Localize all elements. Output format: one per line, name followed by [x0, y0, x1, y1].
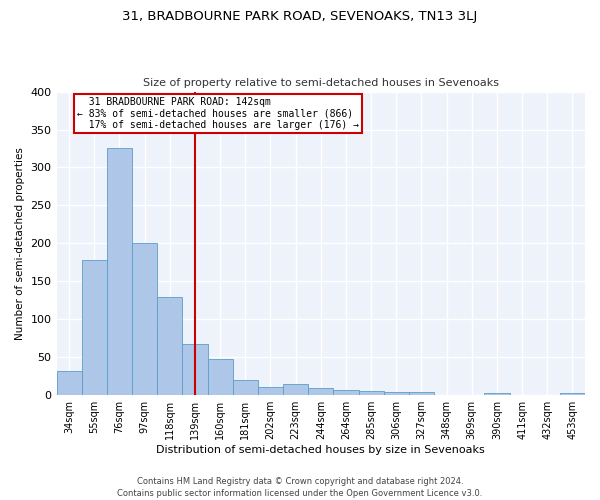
Bar [82, 260, 107, 395]
Bar [359, 392, 383, 395]
Bar [308, 388, 334, 395]
Bar [409, 392, 434, 395]
Text: Contains HM Land Registry data © Crown copyright and database right 2024.
Contai: Contains HM Land Registry data © Crown c… [118, 476, 482, 498]
Text: 31, BRADBOURNE PARK ROAD, SEVENOAKS, TN13 3LJ: 31, BRADBOURNE PARK ROAD, SEVENOAKS, TN1… [122, 10, 478, 23]
Bar [283, 384, 308, 395]
Bar [157, 296, 182, 395]
Bar [132, 244, 157, 395]
Bar [56, 371, 82, 395]
Bar [107, 148, 132, 395]
Bar [182, 344, 208, 395]
Title: Size of property relative to semi-detached houses in Sevenoaks: Size of property relative to semi-detach… [143, 78, 499, 88]
X-axis label: Distribution of semi-detached houses by size in Sevenoaks: Distribution of semi-detached houses by … [157, 445, 485, 455]
Y-axis label: Number of semi-detached properties: Number of semi-detached properties [15, 147, 25, 340]
Bar [233, 380, 258, 395]
Bar [258, 387, 283, 395]
Text: 31 BRADBOURNE PARK ROAD: 142sqm
← 83% of semi-detached houses are smaller (866)
: 31 BRADBOURNE PARK ROAD: 142sqm ← 83% of… [77, 97, 359, 130]
Bar [208, 359, 233, 395]
Bar [334, 390, 359, 395]
Bar [484, 393, 509, 395]
Bar [560, 393, 585, 395]
Bar [383, 392, 409, 395]
